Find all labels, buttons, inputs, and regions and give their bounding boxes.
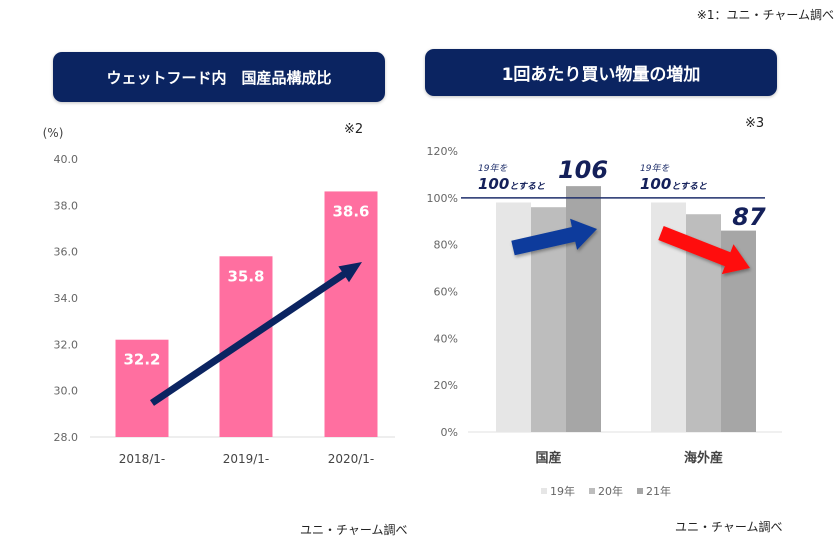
y-tick-label: 40% xyxy=(434,332,458,345)
legend-swatch-19年 xyxy=(541,488,547,494)
annotation-baseline-line: 100とすると xyxy=(640,175,707,193)
y-tick-label: 60% xyxy=(434,286,458,299)
y-tick-label: 38.0 xyxy=(54,199,79,212)
bar-2020/1- xyxy=(324,191,378,437)
bar-value-label: 38.6 xyxy=(332,202,369,220)
x-tick-label: 海外産 xyxy=(684,450,723,466)
right-chart: 0%20%40%60%80%100%120%国産 海外産19年を100とすると10… xyxy=(427,145,782,498)
y-tick-label: 28.0 xyxy=(54,431,79,444)
bar-2019/1- xyxy=(219,256,273,437)
trend-arrow-down-icon xyxy=(658,226,750,275)
y-tick-label: 80% xyxy=(434,239,458,252)
x-tick-label: 2018/1- xyxy=(119,452,166,466)
left-chart-source: ユニ・チャーム調べ xyxy=(300,523,408,537)
right-chart-title-text: 1回あたり買い物量の増加 xyxy=(501,65,701,85)
annotation-baseline-text: 19年を xyxy=(478,163,507,174)
annotation-baseline-line: 100とすると xyxy=(478,175,545,193)
left-chart-note: ※2 xyxy=(344,122,364,137)
annotation-100-number: 100 xyxy=(640,175,671,193)
y-tick-label: 32.0 xyxy=(54,338,79,351)
annotation-baseline-text: 19年を xyxy=(640,163,669,174)
header-source-note: ※1：ユニ・チャーム調べ xyxy=(696,8,834,22)
x-tick-label: 国産 xyxy=(535,450,561,466)
bar-value-label: 35.8 xyxy=(227,267,264,285)
y-tick-label: 40.0 xyxy=(54,153,79,166)
bar-国産-19年 xyxy=(496,202,531,432)
y-axis-unit-label: (%) xyxy=(43,126,64,140)
x-tick-label: 2020/1- xyxy=(328,452,375,466)
left-chart-title: ウェットフード内 国産品構成比 xyxy=(53,52,385,102)
annotation-100-number: 100 xyxy=(478,175,509,193)
annotation-value-down: 87 xyxy=(732,203,766,231)
right-chart-source: ユニ・チャーム調べ xyxy=(675,520,783,534)
y-tick-label: 120% xyxy=(427,145,458,158)
legend-label: 19年 xyxy=(550,484,575,498)
y-tick-label: 100% xyxy=(427,192,458,205)
left-chart-title-text: ウェットフード内 国産品構成比 xyxy=(106,68,332,87)
right-chart-note: ※3 xyxy=(745,116,765,131)
y-tick-label: 20% xyxy=(434,379,458,392)
y-tick-label: 34.0 xyxy=(54,292,79,305)
x-tick-label: 2019/1- xyxy=(223,452,270,466)
y-tick-label: 30.0 xyxy=(54,385,79,398)
trend-arrow-up-icon xyxy=(511,218,597,256)
left-chart: (%) 28.0 30.0 32.0 34.0 36.0 38.0 40.0 32.2 2018/… xyxy=(43,126,395,466)
y-tick-label: 36.0 xyxy=(54,246,79,259)
annotation-suffix: とすると xyxy=(509,181,545,192)
annotation-suffix: とすると xyxy=(671,181,707,192)
legend-swatch-20年 xyxy=(589,488,595,494)
y-tick-label: 0% xyxy=(441,426,458,439)
legend-swatch-21年 xyxy=(637,488,643,494)
right-chart-title: 1回あたり買い物量の増加 xyxy=(425,49,777,96)
trend-arrow-up-icon xyxy=(150,262,362,406)
bar-2018/1- xyxy=(115,339,169,437)
annotation-value-up: 106 xyxy=(558,156,608,184)
legend-label: 20年 xyxy=(598,484,623,498)
legend-label: 21年 xyxy=(646,484,671,498)
bar-value-label: 32.2 xyxy=(123,351,160,369)
